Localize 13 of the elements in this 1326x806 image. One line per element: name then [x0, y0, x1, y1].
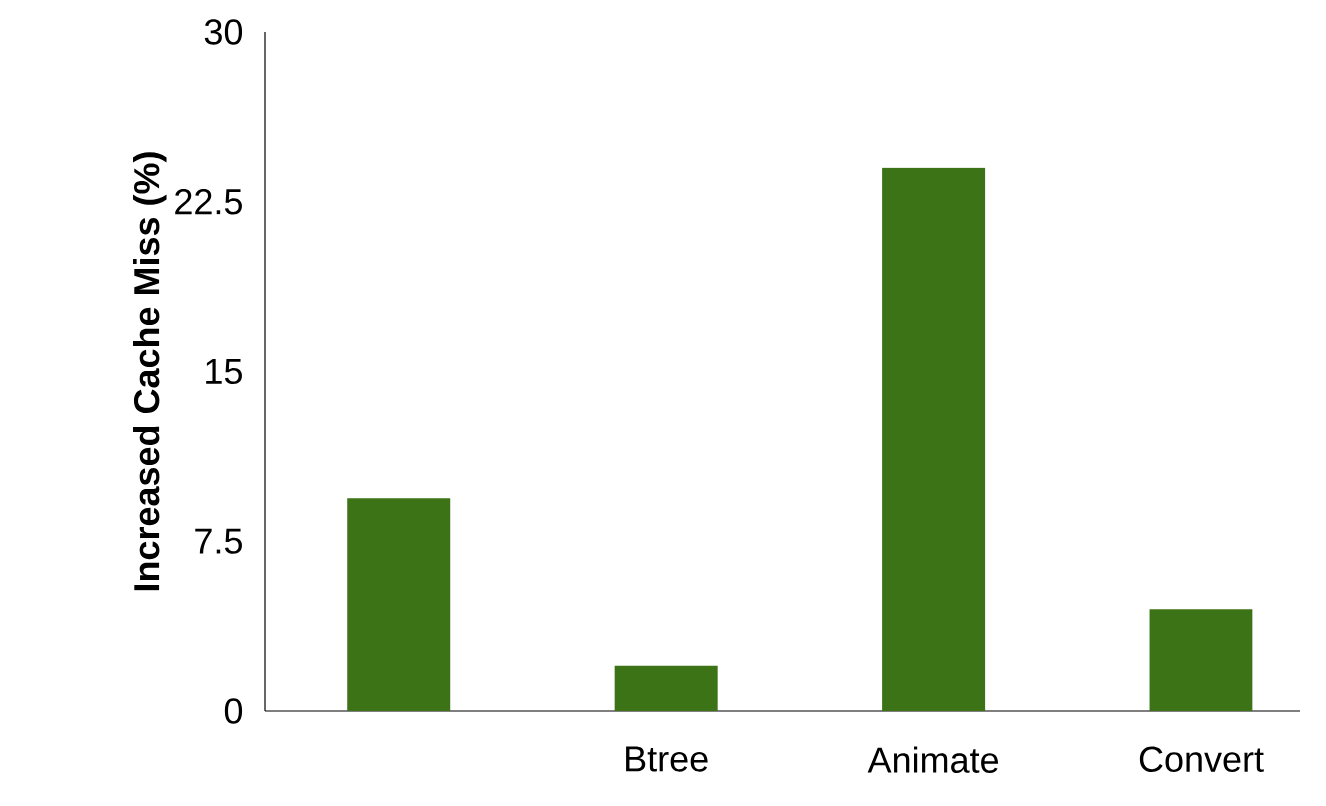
x-tick-label: Btree — [626, 746, 708, 772]
y-tick-label: 22.5 — [175, 189, 242, 215]
bar — [347, 498, 451, 711]
y-tick-label: 30 — [204, 19, 243, 45]
x-tick-label: Convert — [1139, 746, 1264, 772]
y-tick-label: 7.5 — [195, 528, 242, 554]
bar — [882, 167, 986, 711]
bar — [614, 665, 718, 711]
bar — [1149, 609, 1253, 711]
y-axis-title: Increased Cache Miss (%) — [132, 152, 167, 591]
y-tick-label: 15 — [206, 358, 242, 385]
x-tick-label: Animate — [867, 746, 999, 773]
y-tick-label: 0 — [224, 698, 243, 724]
